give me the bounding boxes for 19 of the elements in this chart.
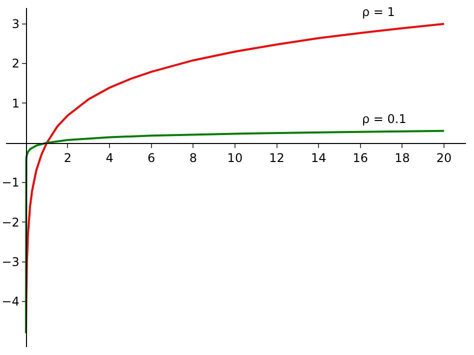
x-tick-label: 4: [106, 151, 114, 166]
y-tick-label: −1: [2, 176, 20, 190]
x-tick-label: 8: [189, 151, 197, 166]
x-tick-label: 20: [436, 151, 452, 166]
x-tick-label: 12: [269, 151, 284, 166]
y-tick-label: −2: [2, 215, 20, 230]
x-tick-label: 18: [394, 151, 410, 166]
y-tick-label: 1: [12, 96, 20, 110]
x-tick-label: 2: [64, 151, 72, 166]
series-label: ρ = 1: [362, 5, 395, 19]
y-tick-label: 2: [12, 56, 20, 71]
x-tick-label: 6: [148, 151, 156, 166]
x-tick-label: 16: [352, 151, 368, 166]
y-tick-label: −4: [2, 294, 20, 309]
x-tick-label: 10: [227, 151, 243, 166]
x-tick-label: 14: [310, 151, 326, 166]
y-tick-label: 3: [12, 17, 20, 32]
series-label: ρ = 0.1: [362, 112, 406, 126]
y-tick-label: −3: [2, 254, 20, 269]
